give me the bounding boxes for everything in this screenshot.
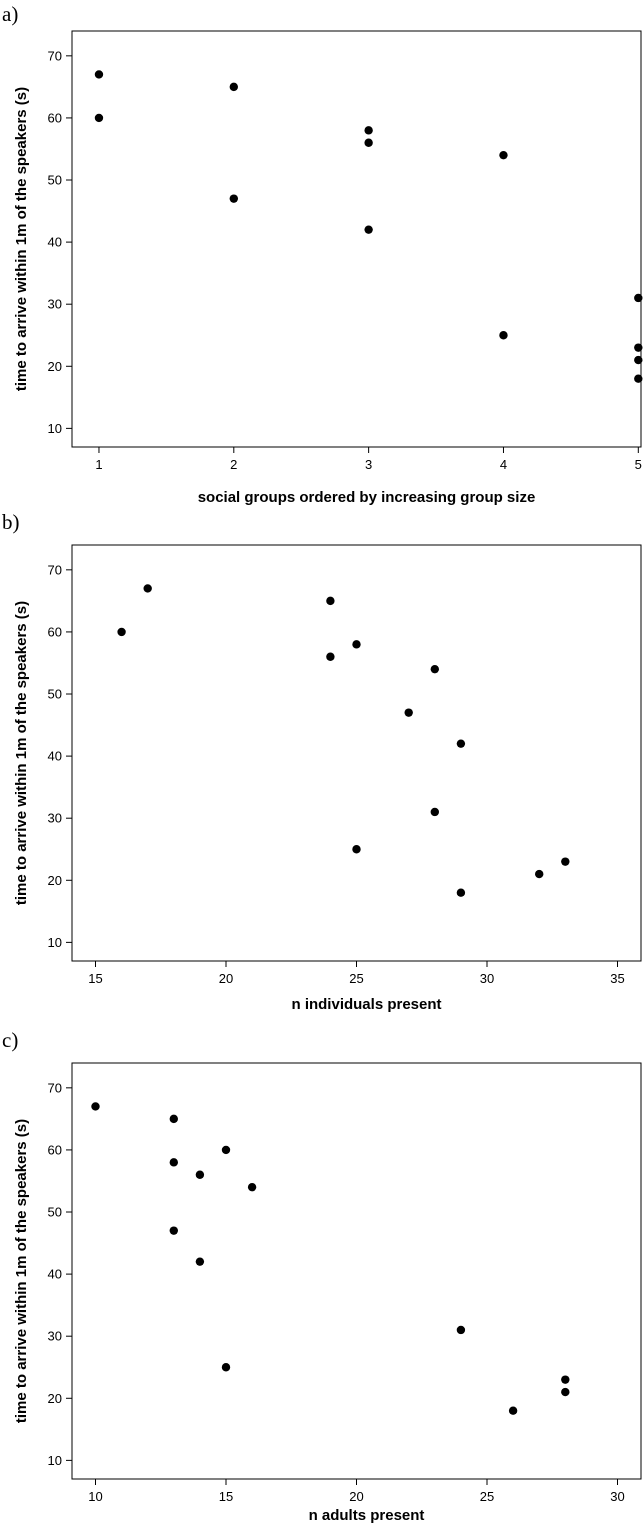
x-tick-label: 2 — [230, 457, 237, 472]
data-point — [94, 70, 104, 79]
data-point — [430, 807, 440, 817]
data-point — [404, 708, 413, 717]
data-point — [499, 331, 508, 340]
y-tick-label: 50 — [48, 687, 62, 702]
data-point — [634, 355, 643, 365]
y-tick-label: 10 — [48, 935, 62, 950]
data-point — [561, 1375, 570, 1384]
plot-frame — [71, 30, 642, 448]
data-point — [143, 584, 152, 593]
data-point — [561, 857, 570, 866]
data-point — [169, 1158, 178, 1167]
x-tick-label: 20 — [349, 1489, 363, 1504]
data-point — [352, 845, 361, 854]
data-point — [634, 374, 643, 383]
x-tick-label: 30 — [610, 1489, 624, 1504]
x-tick-label: 35 — [610, 971, 624, 986]
x-tick-label: 20 — [219, 971, 233, 986]
y-tick-label: 40 — [48, 1267, 62, 1282]
x-tick-label: 15 — [219, 1489, 233, 1504]
y-tick-label: 30 — [48, 811, 62, 826]
data-point — [229, 82, 239, 92]
y-tick-label: 30 — [48, 1329, 62, 1344]
data-point — [247, 1182, 257, 1192]
x-tick-label: 30 — [480, 971, 494, 986]
y-tick-label: 40 — [48, 235, 62, 250]
plot-frame — [71, 544, 642, 962]
data-point — [352, 640, 361, 649]
panel-label: c) — [2, 1028, 18, 1052]
data-point — [456, 1325, 466, 1335]
y-tick-label: 70 — [48, 562, 62, 577]
data-point — [364, 138, 373, 147]
data-point — [535, 869, 544, 879]
x-tick-label: 5 — [635, 457, 642, 472]
data-point — [326, 652, 335, 661]
data-point — [634, 293, 643, 303]
data-point — [195, 1257, 205, 1266]
data-point — [364, 225, 373, 234]
y-tick-label: 60 — [48, 1142, 62, 1157]
x-tick-label: 4 — [500, 457, 507, 472]
x-tick-label: 25 — [480, 1489, 494, 1504]
y-tick-label: 30 — [48, 297, 62, 312]
data-point — [169, 1114, 178, 1124]
plot-frame — [71, 1062, 642, 1480]
y-tick-label: 20 — [48, 359, 62, 374]
x-tick-label: 10 — [88, 1489, 102, 1504]
x-axis-title: n individuals present — [291, 996, 441, 1013]
y-axis-title: time to arrive within 1m of the speakers… — [13, 87, 30, 391]
y-axis-title: time to arrive within 1m of the speakers… — [13, 601, 30, 905]
data-point — [499, 150, 508, 160]
y-tick-label: 50 — [48, 1205, 62, 1220]
y-tick-label: 50 — [48, 173, 62, 188]
data-point — [117, 627, 126, 637]
chart-panel-3: c) 10 15 20 25 30 10 20 30 40 50 60 70 n adults prese… — [2, 1028, 642, 1524]
data-point — [326, 596, 335, 606]
data-point — [634, 343, 643, 352]
panel-label: a) — [2, 2, 18, 26]
y-tick-label: 20 — [48, 1391, 62, 1406]
data-point — [94, 113, 104, 123]
y-tick-label: 10 — [48, 1453, 62, 1468]
y-tick-label: 10 — [48, 421, 62, 436]
x-tick-label: 3 — [365, 457, 372, 472]
y-tick-label: 70 — [48, 48, 62, 63]
data-point — [456, 888, 466, 897]
data-point — [169, 1226, 178, 1235]
data-point — [195, 1170, 205, 1179]
data-point — [430, 664, 440, 674]
y-tick-label: 70 — [48, 1080, 62, 1095]
x-tick-label: 15 — [88, 971, 102, 986]
y-tick-label: 40 — [48, 749, 62, 764]
data-point — [561, 1387, 570, 1397]
y-axis-title: time to arrive within 1m of the speakers… — [13, 1119, 30, 1423]
data-point — [229, 194, 239, 203]
data-point — [508, 1406, 518, 1415]
x-axis-title: social groups ordered by increasing grou… — [198, 489, 536, 506]
y-tick-label: 60 — [48, 624, 62, 639]
data-point — [456, 739, 466, 748]
data-point — [91, 1102, 100, 1111]
data-point — [221, 1363, 231, 1372]
data-point — [364, 126, 373, 135]
x-tick-label: 25 — [349, 971, 363, 986]
data-point — [221, 1145, 231, 1155]
y-tick-label: 60 — [48, 110, 62, 125]
y-tick-label: 20 — [48, 873, 62, 888]
x-tick-label: 1 — [95, 457, 102, 472]
chart-panel-2: b) 15 20 25 30 35 10 20 30 40 50 60 70 n individuals … — [2, 510, 642, 1013]
x-axis-title: n adults present — [309, 1507, 425, 1524]
chart-panel-1: a) 1 2 3 4 5 10 20 30 40 50 60 70 social groups order… — [2, 2, 643, 506]
panel-label: b) — [2, 510, 20, 534]
